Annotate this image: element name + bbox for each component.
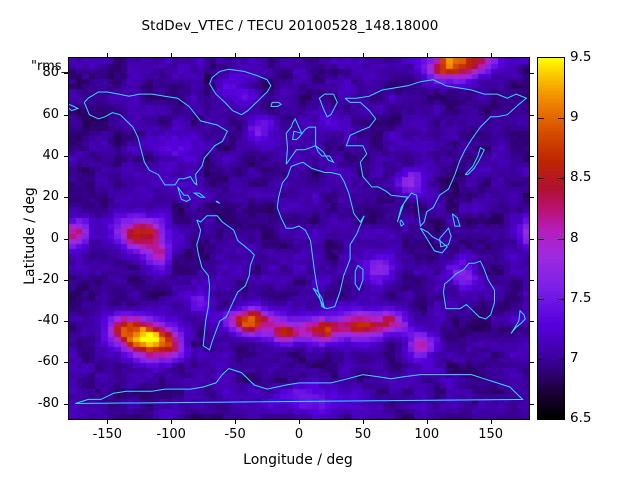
y-tick-mark-right — [529, 403, 534, 405]
y-tick-mark-right — [529, 279, 534, 281]
colorbar-tick-label: 7 — [570, 349, 579, 366]
y-tick-label: -60 — [37, 354, 59, 370]
x-axis-label: Longitude / deg — [243, 452, 353, 468]
y-axis-label: Latitude / deg — [22, 187, 38, 285]
x-tick-label: 100 — [414, 427, 440, 442]
heatmap-plot-area — [68, 57, 530, 420]
colorbar-tick-right — [558, 298, 564, 300]
y-tick-label: -40 — [37, 313, 59, 328]
colorbar-tick-left — [538, 118, 544, 120]
y-tick-mark — [64, 362, 69, 364]
y-tick-mark — [64, 73, 69, 75]
x-tick-label: -50 — [224, 427, 246, 442]
colorbar-tick-left — [538, 238, 544, 240]
x-tick-label: 50 — [354, 427, 372, 442]
x-tick-mark — [299, 419, 300, 424]
x-tick-mark-top — [426, 53, 428, 58]
x-tick-mark — [426, 419, 428, 424]
x-tick-mark — [235, 419, 237, 424]
x-tick-mark — [107, 419, 109, 424]
y-tick-mark-right — [529, 114, 534, 116]
heatmap-raster — [69, 58, 529, 419]
y-tick-mark — [64, 279, 69, 281]
x-tick-label: -100 — [156, 427, 186, 442]
y-tick-mark-right — [529, 238, 534, 240]
y-tick-mark — [64, 155, 69, 157]
colorbar-tick-right — [558, 238, 564, 240]
y-tick-mark-right — [529, 73, 534, 75]
colorbar-tick-right — [558, 118, 564, 120]
colorbar-tick-label: 9.5 — [570, 49, 592, 65]
x-tick-mark — [362, 419, 364, 424]
x-tick-mark-top — [171, 53, 173, 58]
y-tick-mark — [64, 321, 69, 322]
colorbar-tick-label: 8.5 — [570, 169, 592, 186]
x-tick-label: 150 — [478, 427, 504, 442]
y-tick-mark — [64, 403, 69, 405]
y-tick-mark-right — [529, 362, 534, 364]
x-tick-mark — [490, 419, 492, 424]
y-tick-label: 40 — [42, 147, 59, 163]
colorbar-tick-label: 9 — [570, 109, 579, 126]
x-tick-mark-top — [299, 53, 300, 58]
y-tick-mark — [64, 197, 69, 199]
colorbar-tick-left — [538, 178, 544, 180]
colorbar-tick-right — [558, 178, 564, 180]
y-tick-label: 60 — [42, 106, 59, 122]
colorbar-tick-left — [538, 298, 544, 300]
y-tick-mark-right — [529, 155, 534, 157]
x-tick-mark-top — [490, 53, 492, 58]
x-tick-mark-top — [107, 53, 109, 58]
y-tick-mark-right — [529, 197, 534, 199]
x-tick-label: 0 — [294, 427, 304, 442]
y-tick-label: -80 — [37, 395, 59, 411]
stray-rms-annotation: "rms_ — [31, 59, 69, 74]
y-tick-label: 20 — [42, 189, 59, 205]
y-tick-label: 80 — [42, 65, 59, 81]
x-tick-label: -150 — [92, 427, 123, 442]
colorbar-tick-right — [558, 358, 564, 360]
page-title: StdDev_VTEC / TECU 20100528_148.18000 — [141, 18, 439, 34]
y-tick-label: -20 — [37, 271, 59, 287]
colorbar-tick-label: 7.5 — [570, 289, 592, 306]
colorbar-tick-label: 8 — [570, 229, 579, 246]
x-tick-mark-top — [362, 53, 364, 58]
colorbar-tick-left — [538, 358, 544, 360]
y-tick-mark — [64, 238, 69, 240]
y-tick-mark-right — [529, 321, 534, 322]
y-tick-mark — [64, 114, 69, 116]
colorbar-tick-label: 6.5 — [570, 410, 592, 426]
y-tick-label: 0 — [50, 230, 59, 246]
x-tick-mark — [171, 419, 173, 424]
x-tick-mark-top — [235, 53, 237, 58]
